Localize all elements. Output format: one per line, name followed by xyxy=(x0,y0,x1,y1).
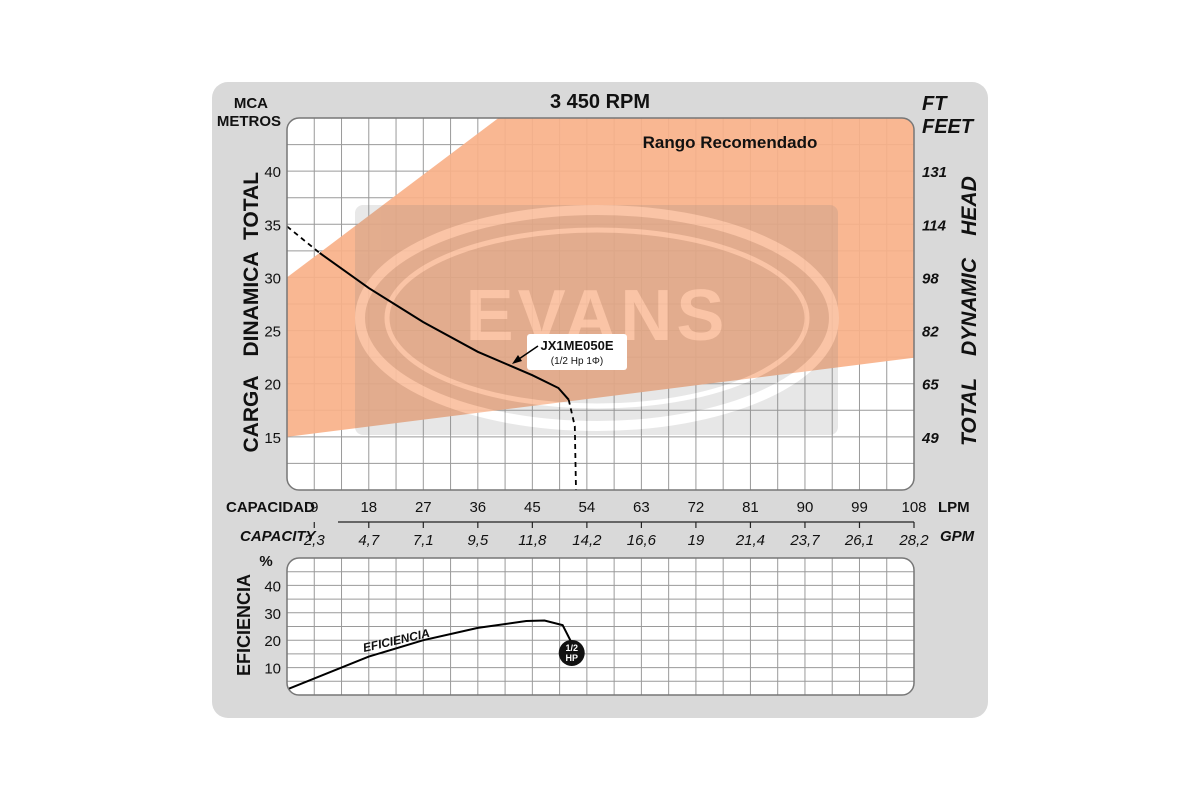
curve-label: JX1ME050E (1/2 Hp 1Φ) xyxy=(512,334,627,370)
right-axis-title: TOTAL DYNAMIC HEAD xyxy=(958,176,981,446)
x-tick-label-lpm: 36 xyxy=(469,499,486,516)
head-curve-dashed-start xyxy=(287,225,321,254)
x-tick-label-gpm: 28,2 xyxy=(898,532,929,549)
left-axis-title: CARGA DINAMICA TOTAL xyxy=(240,172,263,453)
curve-label-model: JX1ME050E xyxy=(541,338,614,353)
gpm-unit: GPM xyxy=(940,528,975,545)
y-tick-label-m: 40 xyxy=(264,164,281,181)
y-tick-label-m: 35 xyxy=(264,217,281,234)
chart-title: 3 450 RPM xyxy=(550,91,650,113)
hp-marker-bottom: HP xyxy=(565,653,578,663)
x-tick-label-gpm: 4,7 xyxy=(358,532,380,549)
right-unit-top: FT xyxy=(922,93,948,115)
left-unit-bottom: METROS xyxy=(217,113,281,130)
left-unit-top: MCA xyxy=(234,95,268,112)
recommended-range-label: Rango Recomendado xyxy=(643,133,818,152)
y-tick-label-ft: 49 xyxy=(921,430,939,447)
y-tick-label-m: 20 xyxy=(264,377,281,394)
hp-marker: 1/2HP xyxy=(558,639,585,666)
x-tick-label-lpm: 45 xyxy=(524,499,541,516)
efficiency-plot-border xyxy=(286,557,915,696)
watermark-logo: EVANS xyxy=(355,205,839,435)
x-tick-label-lpm: 27 xyxy=(415,499,432,516)
head-curve-line xyxy=(319,252,570,401)
x-tick-label-gpm: 7,1 xyxy=(413,532,434,549)
x-tick-label-lpm: 81 xyxy=(742,499,759,516)
x-tick-label-gpm: 14,2 xyxy=(572,532,602,549)
efficiency-curve-line xyxy=(287,619,573,691)
capacity-label-es: CAPACIDAD xyxy=(226,499,315,516)
head-curve-dashed-end xyxy=(567,399,577,490)
y-tick-label-m: 25 xyxy=(264,324,281,341)
x-tick-label-gpm: 11,8 xyxy=(518,532,547,549)
efficiency-y-tick-label: 10 xyxy=(264,661,281,678)
y-tick-label-ft: 114 xyxy=(922,217,947,234)
left-axis-word: TOTAL xyxy=(240,172,263,240)
efficiency-axis-title: EFICIENCIA xyxy=(234,574,254,676)
y-tick-label-m: 30 xyxy=(264,270,281,287)
y-tick-label-m: 15 xyxy=(264,430,281,447)
right-axis-word: DYNAMIC xyxy=(958,257,981,356)
x-tick-label-gpm: 21,4 xyxy=(735,532,765,549)
curve-label-arrowhead xyxy=(512,355,522,364)
right-axis-word: TOTAL xyxy=(958,378,981,446)
head-curve xyxy=(287,225,577,490)
x-ticks-gpm: 2,3 4,7 7,1 9,5 11,8 14,2 16,6 19 21,4 23,7 26,1 28… xyxy=(303,522,929,549)
efficiency-grid xyxy=(287,558,914,695)
x-tick-label-gpm: 23,7 xyxy=(789,532,820,549)
y-tick-label-ft: 65 xyxy=(922,377,939,394)
x-tick-label-gpm: 16,6 xyxy=(627,532,657,549)
x-tick-label-gpm: 26,1 xyxy=(844,532,874,549)
x-ticks-lpm: 9 18 27 36 45 54 63 72 81 90 99 108 xyxy=(310,499,926,516)
hp-marker-top: 1/2 xyxy=(565,643,578,653)
x-tick-label-lpm: 72 xyxy=(688,499,705,516)
left-axis-word: DINAMICA xyxy=(240,252,263,357)
y-tick-label-ft: 131 xyxy=(922,164,947,181)
curve-label-box xyxy=(527,334,627,370)
left-axis-word: CARGA xyxy=(240,376,263,453)
curve-label-power: (1/2 Hp 1Φ) xyxy=(551,356,603,367)
x-tick-label-gpm: 19 xyxy=(688,532,705,549)
efficiency-y-tick-label: 20 xyxy=(264,633,281,650)
x-tick-label-lpm: 63 xyxy=(633,499,650,516)
main-plot-border xyxy=(286,117,915,491)
x-tick-label-lpm: 9 xyxy=(310,499,318,516)
hp-marker-circle xyxy=(558,639,585,666)
x-tick-label-gpm: 2,3 xyxy=(303,532,326,549)
capacity-label-en: CAPACITY xyxy=(240,528,318,545)
y-ticks-feet: 49 65 82 98 114 131 xyxy=(921,164,947,447)
right-unit-bottom: FEET xyxy=(922,116,975,138)
y-tick-label-ft: 82 xyxy=(922,324,939,341)
right-axis-word: HEAD xyxy=(958,176,981,236)
efficiency-y-tick-label: 40 xyxy=(264,578,281,595)
x-tick-label-lpm: 99 xyxy=(851,499,868,516)
efficiency-y-ticks: 10 20 30 40 xyxy=(264,578,281,677)
x-tick-label-lpm: 108 xyxy=(901,499,926,516)
main-plot: EVANS xyxy=(286,117,915,491)
efficiency-plot xyxy=(286,557,915,696)
efficiency-unit: % xyxy=(259,553,272,570)
x-tick-label-lpm: 54 xyxy=(579,499,596,516)
lpm-unit: LPM xyxy=(938,499,970,516)
x-tick-label-lpm: 18 xyxy=(360,499,377,516)
efficiency-curve xyxy=(287,619,573,691)
x-tick-label-lpm: 90 xyxy=(797,499,814,516)
y-ticks-meters: 15 20 25 30 35 40 xyxy=(264,164,281,447)
y-tick-label-ft: 98 xyxy=(922,270,939,287)
recommended-range-area xyxy=(287,118,914,437)
efficiency-y-tick-label: 30 xyxy=(264,606,281,623)
x-tick-label-gpm: 9,5 xyxy=(467,532,489,549)
